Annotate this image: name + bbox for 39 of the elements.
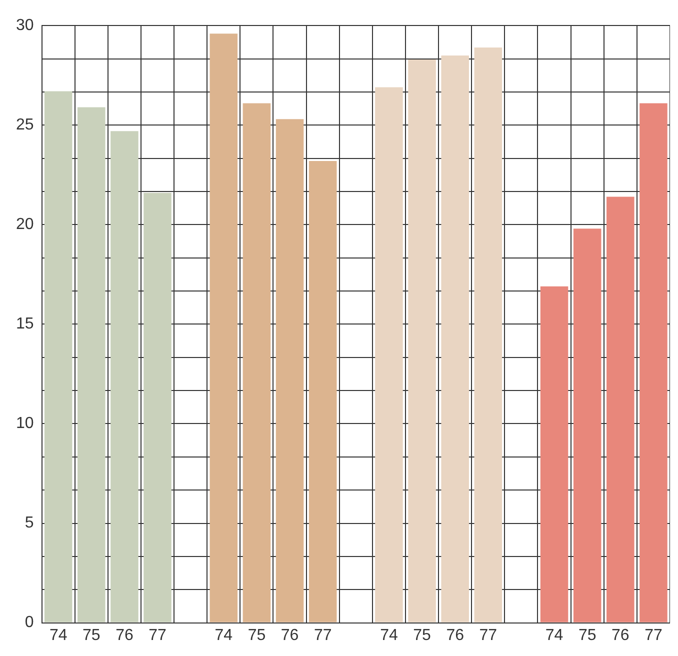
bar xyxy=(408,59,436,622)
bar xyxy=(110,131,138,622)
x-tick-label: 75 xyxy=(248,626,266,644)
bar xyxy=(573,228,602,622)
x-tick-label: 77 xyxy=(644,626,662,644)
bar xyxy=(375,87,403,622)
bar xyxy=(44,91,72,622)
bar xyxy=(78,107,106,622)
bar xyxy=(606,196,634,622)
y-tick-label: 0 xyxy=(24,614,34,632)
x-tick-label: 77 xyxy=(314,626,332,644)
bar xyxy=(540,286,568,622)
bar xyxy=(144,192,172,622)
y-tick-label: 30 xyxy=(16,17,34,34)
x-tick-label: 74 xyxy=(380,626,398,644)
y-tick-label: 15 xyxy=(16,316,34,333)
bar xyxy=(210,34,238,622)
x-tick-label: 76 xyxy=(446,626,464,644)
x-tick-label: 76 xyxy=(612,626,630,644)
bar xyxy=(441,55,469,622)
y-tick-label: 20 xyxy=(16,216,34,234)
bar xyxy=(308,160,337,622)
x-tick-label: 74 xyxy=(545,626,564,644)
x-tick-label: 77 xyxy=(148,626,167,644)
bar xyxy=(276,119,304,622)
x-tick-label: 74 xyxy=(214,626,233,644)
bar xyxy=(242,103,271,622)
y-tick-label: 10 xyxy=(16,415,34,432)
bar xyxy=(474,48,502,622)
x-tick-label: 74 xyxy=(49,626,68,644)
x-tick-label: 75 xyxy=(578,626,596,644)
y-tick-label: 5 xyxy=(24,514,34,532)
x-tick-label: 75 xyxy=(413,626,432,644)
x-tick-label: 76 xyxy=(280,626,299,644)
x-tick-label: 76 xyxy=(116,626,134,644)
x-tick-label: 75 xyxy=(82,626,100,644)
x-tick-label: 77 xyxy=(479,626,498,644)
bar xyxy=(640,103,668,622)
y-tick-label: 25 xyxy=(16,116,34,134)
